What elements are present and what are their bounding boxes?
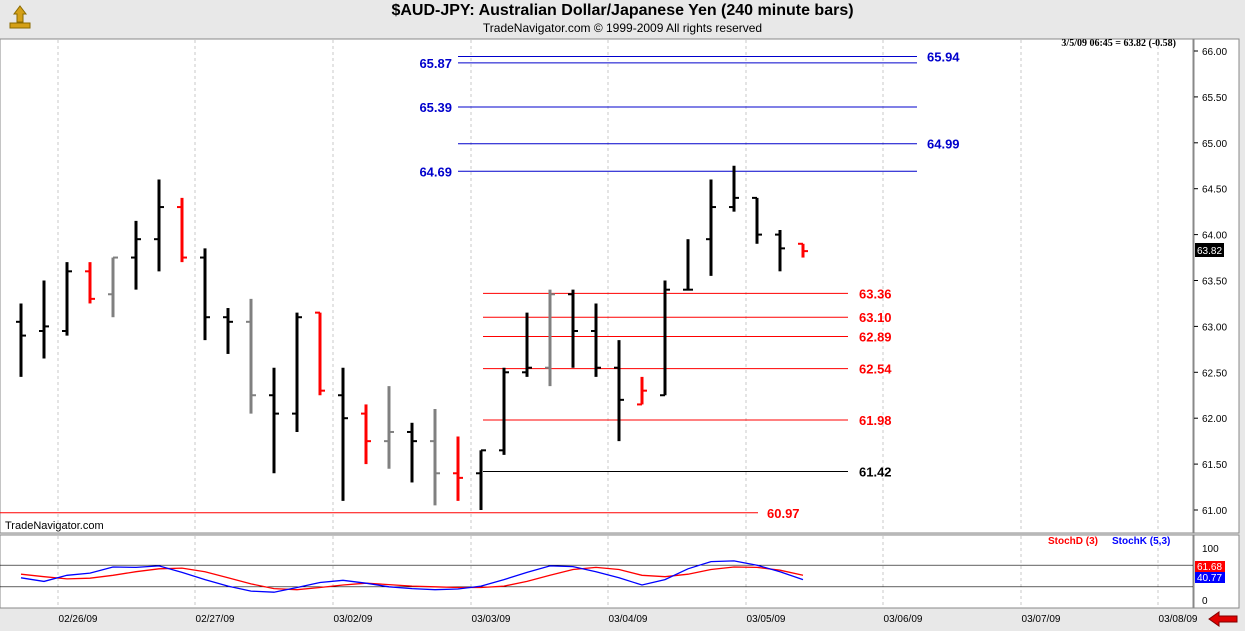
quote-readout: 3/5/09 06:45 = 63.82 (-0.58) [1061,38,1176,49]
ohlc-bar [453,436,463,501]
level-label: 65.39 [419,100,452,115]
x-tick-label: 03/04/09 [609,614,648,625]
x-tick-label: 03/03/09 [472,614,511,625]
x-tick-label: 03/06/09 [884,614,923,625]
level-label: 63.36 [859,286,892,301]
stochd-last-value: 61.68 [1197,562,1222,573]
y-tick-label: 63.00 [1202,322,1227,333]
ohlc-bar [16,303,26,377]
ohlc-bar [430,409,440,506]
level-label: 62.54 [859,362,892,377]
last-price-label: 63.82 [1197,246,1222,257]
y-tick-label: 62.00 [1202,414,1227,425]
ohlc-bar [131,220,141,290]
ohlc-bar [338,367,348,501]
level-label: 64.69 [419,164,452,179]
x-tick-label: 03/08/09 [1159,614,1198,625]
y-tick-label: 62.50 [1202,368,1227,379]
stochd-last-box [1195,561,1225,572]
ohlc-bar [614,340,624,442]
chart-title: $AUD-JPY: Australian Dollar/Japanese Yen… [391,2,854,19]
ohlc-bar [476,449,486,510]
stoch-series-line [20,560,804,593]
ohlc-bar [384,386,394,469]
ohlc-bar [637,376,647,406]
ohlc-bar [292,312,302,432]
scroll-right-arrow-icon[interactable] [1207,611,1239,627]
y-tick-label: 63.50 [1202,277,1227,288]
ohlc-bar [545,289,555,387]
last-price-box [1195,243,1224,257]
level-label: 64.99 [927,137,960,152]
ohlc-bar [729,165,739,212]
y-tick-label: 64.00 [1202,231,1227,242]
date-axis-ticks: 02/26/09 02/27/09 03/02/09 03/03/09 03/04/09… [59,614,1198,625]
x-tick-label: 03/05/09 [747,614,786,625]
ohlc-bar [361,404,371,465]
y-tick-label: 61.00 [1202,506,1227,517]
level-label: 61.98 [859,413,892,428]
ohlc-bars [16,165,808,510]
trade-navigator-logo-icon[interactable] [6,4,34,32]
stochk-last-value: 40.77 [1197,573,1222,584]
y-tick-label: 66.00 [1202,47,1227,58]
stoch-tick-label: 0 [1202,596,1208,607]
y-tick-label: 65.00 [1202,139,1227,150]
level-label: 61.42 [859,464,892,479]
y-tick-label: 64.50 [1202,185,1227,196]
x-tick-label: 02/26/09 [59,614,98,625]
ohlc-bar [200,248,210,341]
level-label: 62.89 [859,329,892,344]
ohlc-bar [683,239,693,291]
ohlc-bar [752,196,762,244]
ohlc-bar [591,303,601,377]
stoch-tick-label: 100 [1202,544,1219,555]
ohlc-bar [315,311,325,396]
support-resistance-levels: 65.94 65.87 65.39 64.99 64.69 63.36 63.10 62.89… [0,50,960,521]
stochk-last-box [1195,572,1225,583]
ohlc-bar [85,262,95,304]
ohlc-bar [407,422,417,483]
main-plot-area [0,38,1194,534]
y-tick-label: 61.50 [1202,460,1227,471]
level-label: 60.97 [767,506,800,521]
ohlc-bar [522,312,532,377]
ohlc-bar [223,308,233,354]
level-label: 65.94 [927,50,960,65]
ohlc-bar [775,230,785,272]
ohlc-bar [568,289,578,368]
ohlc-bar [62,262,72,336]
watermark-text: TradeNavigator.com [5,520,104,532]
stochd-legend: StochD (3) [1048,536,1098,547]
level-label: 65.87 [419,56,452,71]
copyright-subtitle: TradeNavigator.com © 1999-2009 All right… [482,21,763,35]
x-tick-label: 02/27/09 [196,614,235,625]
ohlc-bar [499,367,509,455]
x-tick-label: 03/02/09 [334,614,373,625]
price-axis [1193,38,1240,534]
stochastic-axis-ticks: 100 0 [1202,544,1219,607]
ohlc-bar [108,256,118,318]
price-axis-ticks: 66.00 65.50 65.00 64.50 64.00 63.50 63.00 62.50… [1194,47,1227,517]
ohlc-bar [246,298,256,414]
ohlc-bar [269,367,279,474]
level-label: 63.10 [859,310,892,325]
ohlc-bar [660,280,670,397]
ohlc-bar [177,197,187,263]
vertical-grid [57,40,1159,607]
y-tick-label: 65.50 [1202,93,1227,104]
ohlc-bar [798,242,808,258]
stochastic-lines [0,560,1193,593]
ohlc-bar [39,280,49,359]
x-tick-label: 03/07/09 [1022,614,1061,625]
ohlc-bar [154,179,164,272]
ohlc-bar [706,179,716,276]
stochk-legend: StochK (5,3) [1112,536,1170,547]
